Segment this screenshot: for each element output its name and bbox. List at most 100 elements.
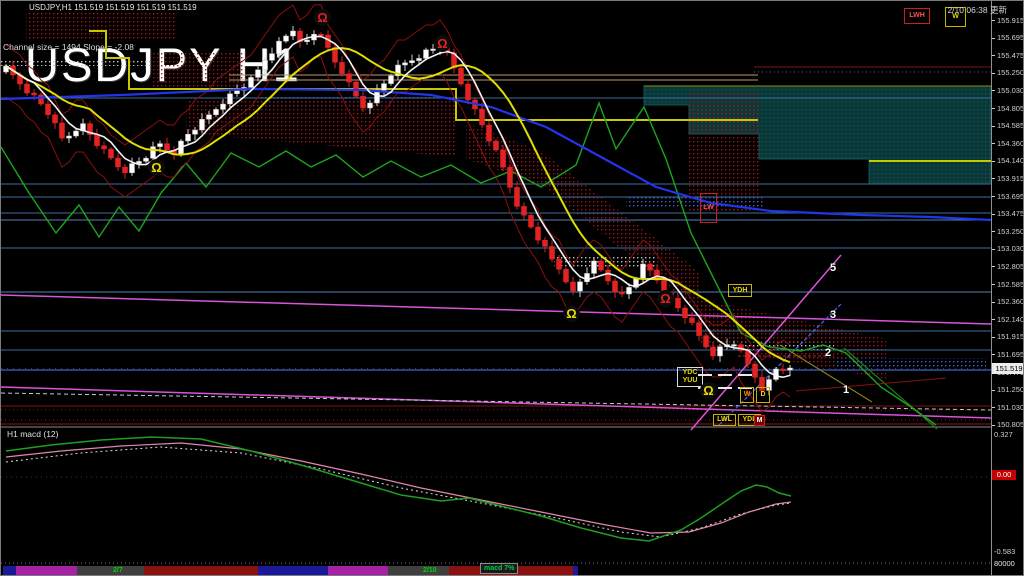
candle-body [52, 114, 58, 124]
candle-body [213, 109, 219, 116]
candle-body [367, 102, 373, 109]
candle-body [304, 39, 310, 42]
marker-box-ydc: YDC YUU [677, 367, 703, 387]
candle-body [598, 260, 604, 271]
macd-signal2-line [5, 446, 792, 538]
candle-body [731, 344, 737, 347]
macd-scale-top: 0.327 [994, 430, 1013, 439]
candle-body [199, 119, 205, 131]
candle-body [192, 129, 198, 135]
omega-signal-icon: Ω [148, 159, 165, 176]
price-axis-label: 155.030 [997, 85, 1024, 95]
candle-body [626, 287, 632, 295]
price-axis-label: 153.915 [997, 173, 1024, 183]
white-ma-line [5, 35, 791, 379]
candle-body [45, 103, 51, 116]
axis-tick [992, 319, 995, 321]
channel-info: Channel size = 1494 Slope = -2.08 [3, 42, 134, 52]
candle-body [143, 157, 149, 162]
price-axis-label: 151.695 [997, 349, 1024, 359]
axis-tick [992, 72, 995, 74]
candle-body [248, 77, 254, 88]
green-zigzag-line [1, 100, 937, 426]
dot-cloud-region [26, 13, 176, 39]
candle-body [402, 62, 408, 66]
candles [3, 26, 793, 396]
candle-body [423, 49, 429, 59]
axis-tick [992, 55, 995, 57]
price-axis-label: 153.695 [997, 191, 1024, 201]
axis-tick [992, 301, 995, 303]
axis-tick [992, 424, 995, 426]
symbol-info: USDJPY,H1 151.519 151.519 151.519 151.51… [29, 3, 197, 12]
price-axis-label: 152.585 [997, 279, 1024, 289]
candle-body [759, 376, 765, 391]
fan-number-label: 2 [825, 347, 832, 359]
dot-cloud-region [626, 196, 763, 207]
candle-body [696, 322, 702, 336]
dot-cloud-region [186, 99, 456, 157]
axis-tick [992, 407, 995, 409]
axis-tick [992, 143, 995, 145]
candle-body [206, 114, 212, 120]
axis-tick [992, 196, 995, 197]
axis-tick [992, 213, 995, 215]
candle-body [136, 161, 142, 164]
axis-tick [992, 108, 995, 109]
candle-body [528, 214, 534, 228]
candle-body [108, 148, 114, 159]
candle-body [507, 166, 513, 188]
session-segment [77, 566, 144, 575]
session-segment [328, 566, 388, 575]
candle-body [73, 130, 79, 137]
candle-body [164, 143, 170, 151]
candle-body [563, 269, 569, 283]
price-axis-label: 153.475 [997, 209, 1024, 219]
trend-line [690, 254, 842, 431]
dot-cloud-region [834, 358, 986, 368]
candle-body [458, 67, 464, 85]
candle-body [346, 73, 352, 83]
price-axis-label: 154.585 [997, 121, 1024, 131]
session-segment [144, 566, 258, 575]
axis-tick [992, 231, 995, 233]
axis-tick [992, 336, 995, 338]
candle-body [682, 307, 688, 319]
candle-body [535, 226, 541, 241]
axis-tick [992, 37, 995, 39]
session-segment [388, 566, 449, 575]
candle-body [276, 40, 282, 54]
candle-body [486, 124, 492, 142]
omega-signal-icon: Ω [700, 382, 717, 399]
candle-body [94, 134, 100, 147]
candle-body [150, 146, 156, 159]
candle-body [556, 258, 562, 270]
marker-box-w: W [740, 387, 754, 403]
price-axis-label: 154.360 [997, 138, 1024, 148]
price-axis-label: 152.360 [997, 297, 1024, 307]
date-label: 2/10 [423, 567, 437, 574]
candle-body [409, 60, 415, 64]
trend-line [718, 303, 842, 426]
price-axis-label: 153.250 [997, 226, 1024, 236]
upper-band-line [5, 4, 791, 361]
candle-body [689, 317, 695, 323]
price-axis-label: 153.030 [997, 244, 1024, 254]
axis-tick [992, 284, 995, 285]
candle-body [290, 30, 296, 37]
yellow-ma-line [5, 47, 791, 364]
candle-body [416, 58, 422, 61]
session-segment [573, 566, 578, 575]
axis-tick [992, 90, 995, 92]
candle-body [647, 263, 653, 271]
candle-body [66, 135, 72, 139]
candle-body [318, 34, 324, 36]
candle-body [717, 346, 723, 357]
candle-body [185, 134, 191, 142]
trend-line [843, 347, 938, 430]
fan-number-label: 5 [830, 262, 837, 274]
price-axis-label: 155.915 [997, 15, 1024, 25]
price-axis[interactable]: 151.519 0.00 0.327 -0.583 80000 155.915 1… [991, 1, 1024, 575]
current-price-tag: 151.519 [992, 363, 1023, 374]
